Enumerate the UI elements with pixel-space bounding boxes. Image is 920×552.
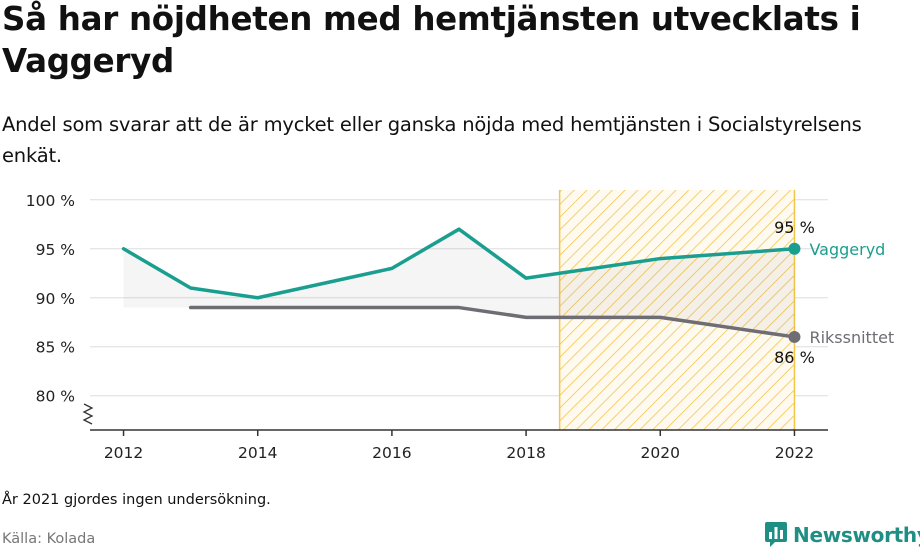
x-tick-label: 2012 xyxy=(104,444,143,462)
series-end-point xyxy=(788,330,801,343)
series-line-rikssnittet xyxy=(188,305,797,339)
chart-icon xyxy=(765,522,787,547)
series-line-vaggeryd xyxy=(121,227,797,300)
y-tick-label: 90 % xyxy=(36,290,75,308)
end-value-label: 95 % xyxy=(774,218,815,237)
series-name-label: Vaggeryd xyxy=(809,240,885,259)
y-tick-label: 95 % xyxy=(36,241,75,259)
x-tick-label: 2014 xyxy=(238,444,277,462)
series-end-point xyxy=(788,242,801,255)
line-chart: 80 % 85 % 90 % 95 % 100 % 2012 2014 2016 2018 20… xyxy=(26,190,894,462)
difference-band xyxy=(123,229,795,337)
y-tick-label: 85 % xyxy=(36,339,75,357)
chart-title: Så har nöjdheten med hemtjänsten utveckl… xyxy=(2,0,861,80)
highlight-area xyxy=(559,190,795,430)
series-name-label: Rikssnittet xyxy=(809,328,894,347)
source-text: Källa: Kolada xyxy=(2,531,96,547)
x-tick-label: 2016 xyxy=(372,444,411,462)
newsworthy-logo: Newsworthy xyxy=(764,519,920,551)
brand-name: Newsworthy xyxy=(793,523,920,547)
x-tick-label: 2020 xyxy=(641,444,680,462)
end-value-label: 86 % xyxy=(774,348,815,367)
axis-break-icon xyxy=(82,403,94,425)
x-tick-label: 2022 xyxy=(775,444,814,462)
y-tick-label: 80 % xyxy=(36,388,75,406)
chart-subtitle: Andel som svarar att de är mycket eller … xyxy=(2,113,862,167)
x-tick-label: 2018 xyxy=(506,444,545,462)
footnote: År 2021 gjordes ingen undersökning. xyxy=(2,492,271,508)
y-tick-label: 100 % xyxy=(26,192,75,210)
